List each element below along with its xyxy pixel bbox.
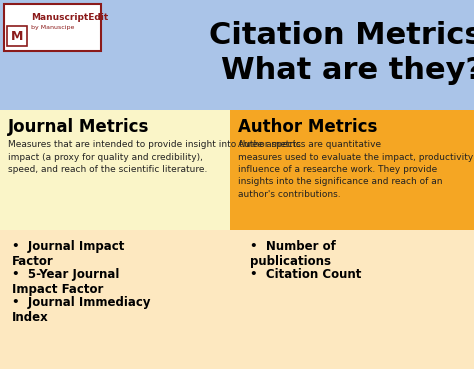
Text: •  5-Year Journal
Impact Factor: • 5-Year Journal Impact Factor [12, 268, 119, 296]
Bar [0, 0, 474, 110]
FancyBboxPatch shape [7, 26, 27, 46]
Bar [0, 110, 230, 230]
Text: •  Journal Immediacy
Index: • Journal Immediacy Index [12, 296, 151, 324]
Text: by Manuscipe: by Manuscipe [31, 25, 74, 30]
Text: •  Number of
publications: • Number of publications [250, 240, 336, 268]
Bar [230, 110, 474, 230]
Text: Measures that are intended to provide insight into three aspects
impact (a proxy: Measures that are intended to provide in… [8, 140, 301, 174]
Text: Citation Metrics,
What are they?: Citation Metrics, What are they? [210, 21, 474, 85]
FancyBboxPatch shape [4, 4, 101, 51]
Bar [0, 230, 230, 369]
Text: Author Metrics: Author Metrics [238, 118, 377, 136]
Text: Journal Metrics: Journal Metrics [8, 118, 149, 136]
Text: ManuscriptEdit: ManuscriptEdit [31, 13, 108, 22]
Text: M: M [11, 30, 23, 42]
Bar [230, 230, 474, 369]
Text: •  Citation Count: • Citation Count [250, 268, 361, 281]
Text: Author metrics are quantitative
measures used to evaluate the impact, productivi: Author metrics are quantitative measures… [238, 140, 474, 199]
Text: •  Journal Impact
Factor: • Journal Impact Factor [12, 240, 124, 268]
